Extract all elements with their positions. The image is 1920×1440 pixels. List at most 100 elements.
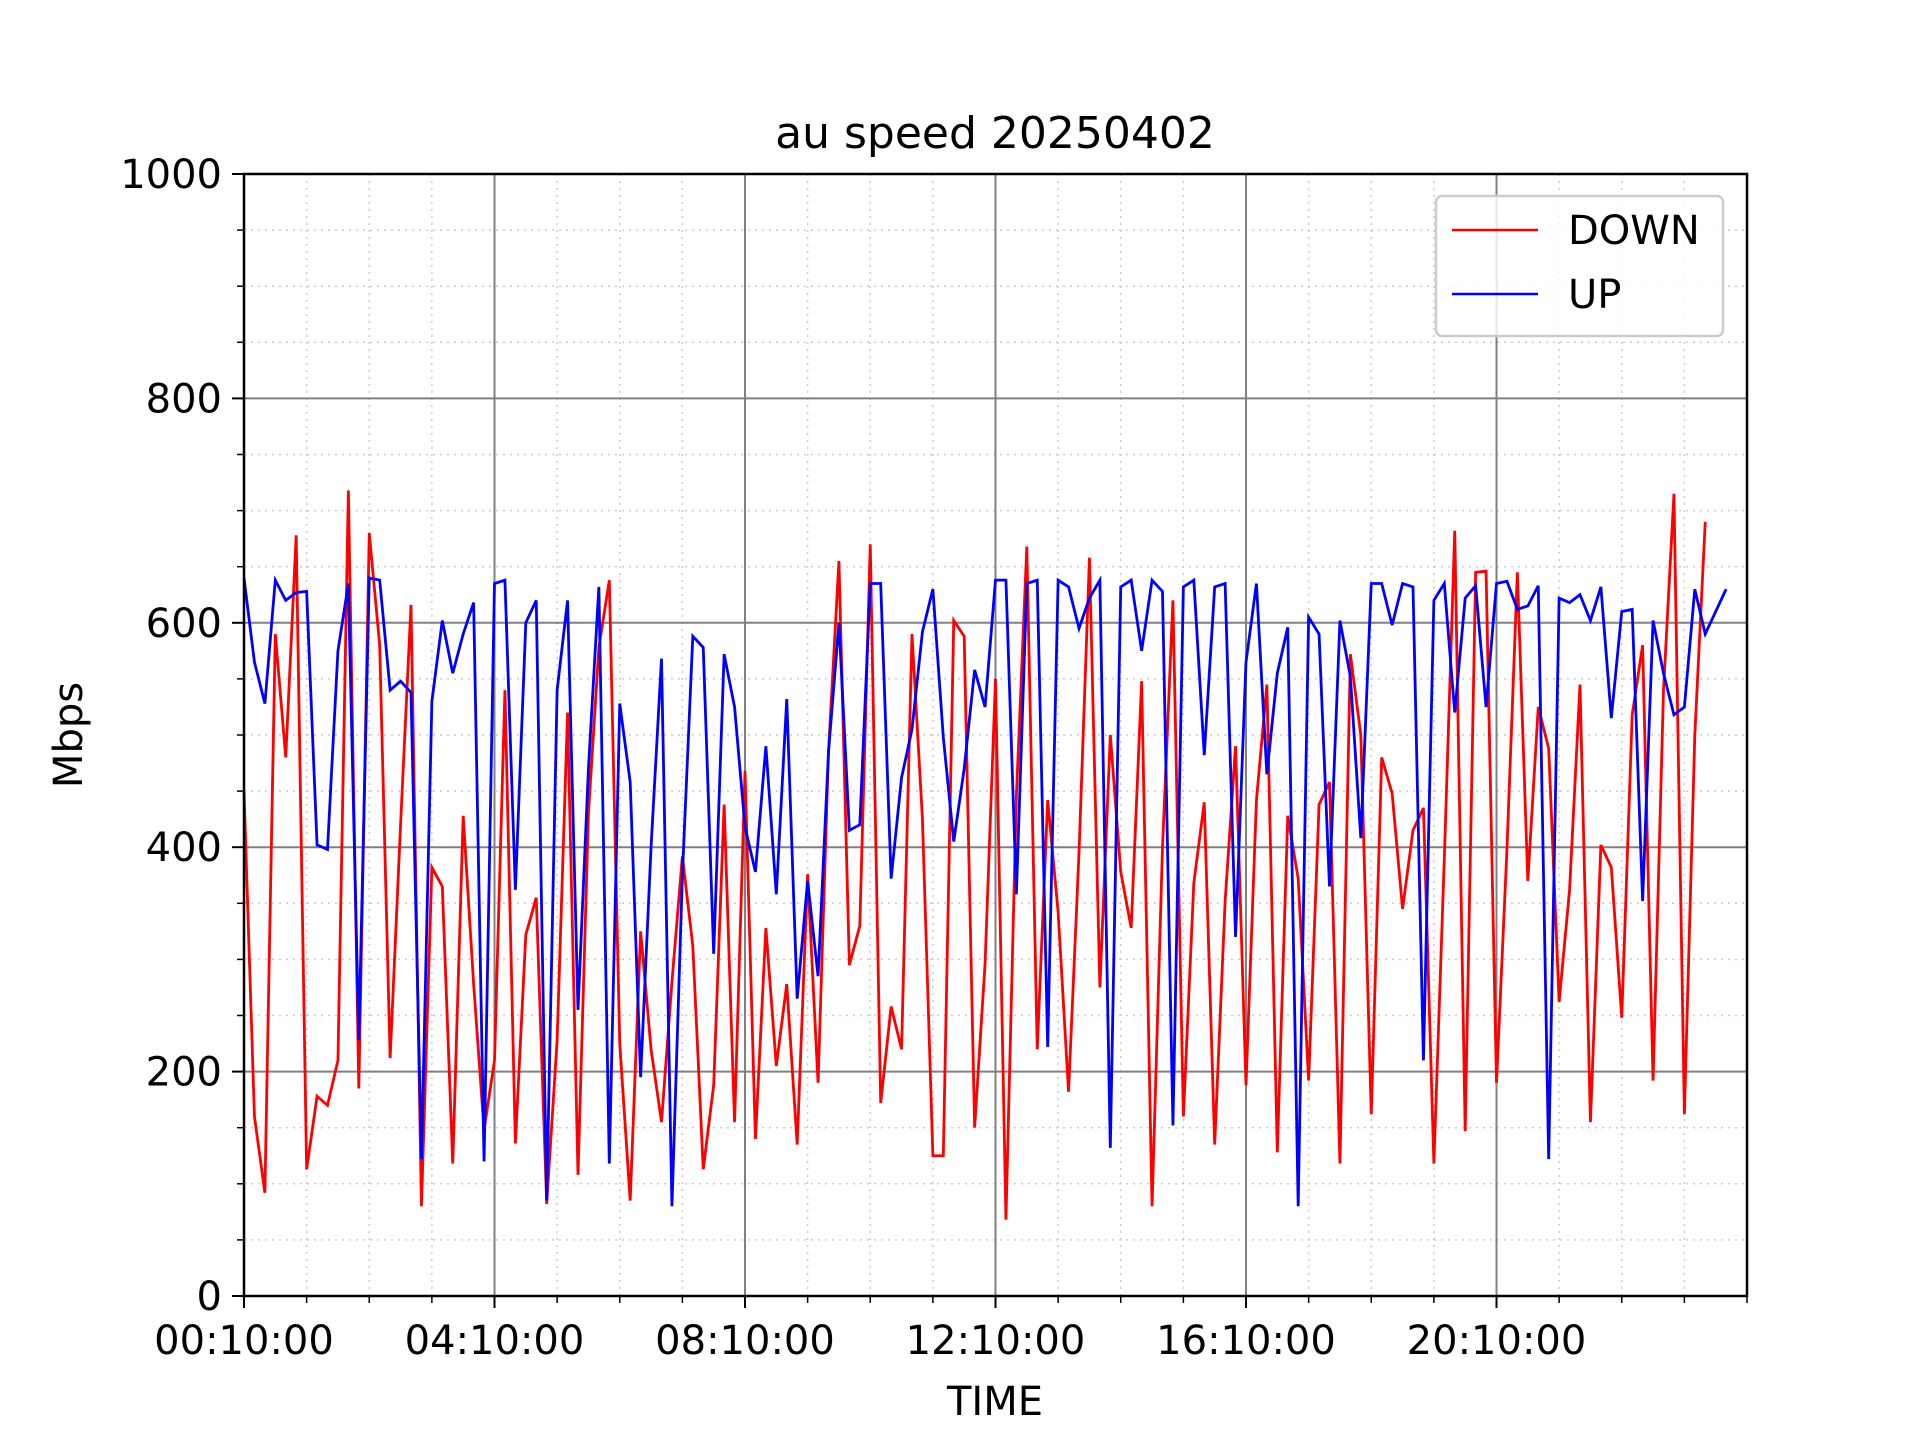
y-tick-label: 0 <box>197 1274 222 1320</box>
data-point-up <box>378 578 382 582</box>
data-point-up <box>252 660 256 664</box>
data-point-down <box>910 632 914 636</box>
data-point-up <box>1234 935 1238 939</box>
data-point-up <box>1265 772 1269 776</box>
data-point-up <box>1307 615 1311 619</box>
data-point-down <box>1359 733 1363 737</box>
data-point-down <box>1254 798 1258 802</box>
data-point-down <box>837 559 841 563</box>
data-point-up <box>1599 585 1603 589</box>
data-point-up <box>1171 1123 1175 1127</box>
data-point-up <box>472 601 476 605</box>
data-point-down <box>660 1120 664 1124</box>
data-point-up <box>586 767 590 771</box>
data-point-up <box>816 974 820 978</box>
data-point-down <box>1390 791 1394 795</box>
data-point-up <box>1192 578 1196 582</box>
data-point-down <box>1296 877 1300 881</box>
data-point-down <box>430 865 434 869</box>
data-point-down <box>952 619 956 623</box>
data-point-up <box>743 825 747 829</box>
data-point-up <box>461 632 465 636</box>
data-point-down <box>1557 1000 1561 1004</box>
data-point-down <box>1463 1129 1467 1133</box>
data-point-down <box>555 1038 559 1042</box>
data-point-up <box>524 621 528 625</box>
y-tick-label: 800 <box>146 376 222 422</box>
data-point-up <box>941 735 945 739</box>
data-point-up <box>639 1075 643 1079</box>
data-point-up <box>1453 711 1457 715</box>
data-point-up <box>555 688 559 692</box>
data-point-down <box>994 677 998 681</box>
data-point-down <box>1599 843 1603 847</box>
data-point-up <box>1714 610 1718 614</box>
data-point-down <box>513 1141 517 1145</box>
data-point-down <box>388 1056 392 1060</box>
data-point-up <box>900 776 904 780</box>
data-point-down <box>1119 870 1123 874</box>
data-point-down <box>1077 851 1081 855</box>
data-point-up <box>649 845 653 849</box>
data-point-up <box>764 744 768 748</box>
data-point-down <box>670 980 674 984</box>
data-point-down <box>524 933 528 937</box>
data-point-down <box>305 1167 309 1171</box>
data-point-up <box>1547 1157 1551 1161</box>
data-point-up <box>1025 582 1029 586</box>
series-down <box>242 490 1707 1220</box>
data-point-down <box>900 1047 904 1051</box>
data-point-down <box>493 1058 497 1062</box>
data-point-up <box>1568 601 1572 605</box>
data-point-up <box>326 847 330 851</box>
data-point-down <box>1578 683 1582 687</box>
data-point-down <box>712 1083 716 1087</box>
data-point-up <box>920 630 924 634</box>
data-point-down <box>1620 1016 1624 1020</box>
data-point-up <box>1046 1045 1050 1049</box>
data-point-up <box>263 702 267 706</box>
data-point-up <box>1380 582 1384 586</box>
data-point-up <box>1442 582 1446 586</box>
data-point-down <box>336 1058 340 1062</box>
data-point-down <box>1526 879 1530 883</box>
x-tick-label: 16:10:00 <box>1156 1318 1336 1364</box>
data-point-up <box>1275 671 1279 675</box>
data-point-down <box>1129 926 1133 930</box>
chart-title: au speed 20250402 <box>775 108 1215 159</box>
data-point-up <box>294 591 298 595</box>
data-point-up <box>336 649 340 653</box>
data-point-down <box>294 533 298 537</box>
data-point-up <box>879 582 883 586</box>
y-tick-label: 400 <box>146 825 222 871</box>
data-point-up <box>1724 587 1728 591</box>
data-point-down <box>1150 1204 1154 1208</box>
data-point-down <box>1369 1112 1373 1116</box>
data-point-up <box>1526 604 1530 608</box>
data-point-up <box>983 705 987 709</box>
data-point-down <box>1307 1079 1311 1083</box>
data-point-down <box>1484 569 1488 573</box>
data-point-up <box>722 652 726 656</box>
data-point-down <box>1087 556 1091 560</box>
data-point-down <box>1348 652 1352 656</box>
data-point-up <box>889 877 893 881</box>
data-point-up <box>1630 607 1634 611</box>
data-point-down <box>1275 1150 1279 1154</box>
data-point-up <box>1662 671 1666 675</box>
data-point-down <box>503 688 507 692</box>
data-point-down <box>1317 803 1321 807</box>
data-point-down <box>1213 1143 1217 1147</box>
data-point-up <box>513 888 517 892</box>
data-point-down <box>628 1199 632 1203</box>
data-point-up <box>1004 578 1008 582</box>
data-point-up <box>1557 596 1561 600</box>
data-point-down <box>1098 985 1102 989</box>
data-point-down <box>273 632 277 636</box>
data-point-up <box>680 873 684 877</box>
data-point-up <box>273 578 277 582</box>
data-point-up <box>346 582 350 586</box>
data-point-up <box>482 1159 486 1163</box>
data-point-down <box>983 962 987 966</box>
data-point-up <box>1578 593 1582 597</box>
